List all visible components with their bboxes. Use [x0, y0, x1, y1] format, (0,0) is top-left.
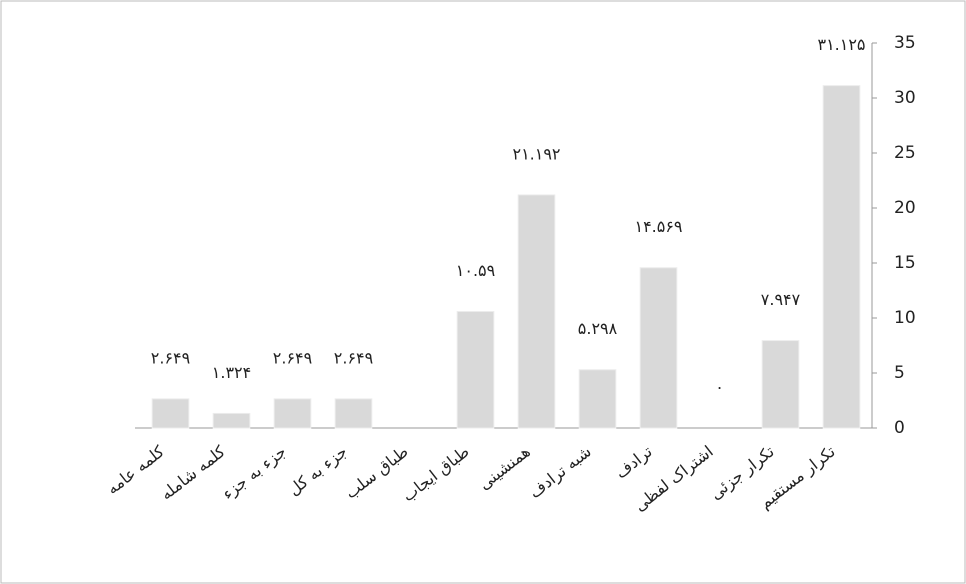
value-label: ۲.۶۴۹ — [151, 348, 190, 367]
y-tick-label: 0 — [894, 418, 905, 438]
bar — [517, 194, 556, 429]
bar — [639, 267, 678, 429]
value-label: ۰ — [715, 378, 724, 397]
value-label: ۲.۶۴۹ — [334, 348, 373, 367]
value-label: ۱.۳۲۴ — [212, 363, 251, 382]
y-tick-label: 15 — [894, 253, 916, 273]
bar — [273, 398, 312, 429]
bar — [456, 311, 495, 429]
bar — [334, 398, 373, 429]
value-label: ۵.۲۹۸ — [578, 319, 618, 338]
value-label: ۳۱.۱۲۵ — [817, 35, 865, 54]
value-label: ۷.۹۴۷ — [761, 290, 801, 309]
y-tick-label: 25 — [894, 143, 916, 163]
value-label: ۲.۶۴۹ — [273, 348, 312, 367]
bar — [151, 398, 190, 429]
y-tick-label: 30 — [894, 88, 916, 108]
value-label: ۲۱.۱۹۲ — [512, 144, 560, 163]
bar — [761, 340, 800, 429]
bar — [578, 369, 617, 429]
bar — [822, 85, 861, 429]
value-label: ۱۴.۵۶۹ — [634, 217, 682, 236]
y-tick-label: 35 — [894, 33, 916, 53]
y-tick-label: 20 — [894, 198, 916, 218]
value-label: ۱۰.۵۹ — [456, 261, 495, 280]
y-tick-label: 10 — [894, 308, 916, 328]
y-tick-label: 5 — [894, 363, 905, 383]
bar — [212, 412, 251, 429]
